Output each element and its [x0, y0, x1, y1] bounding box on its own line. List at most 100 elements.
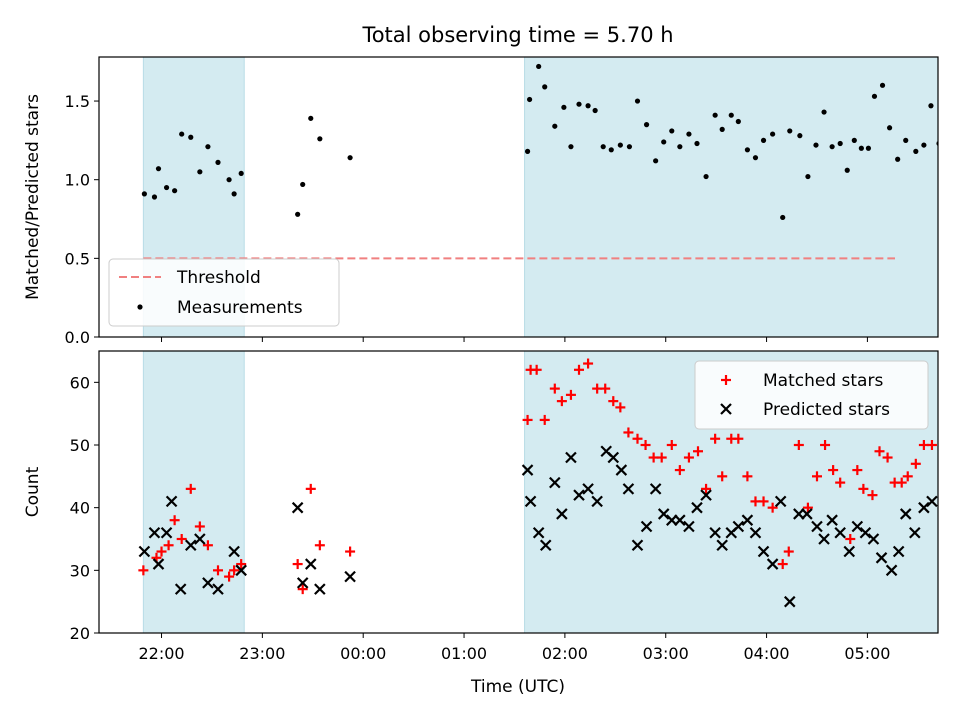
bottom-matched-stars-point: [169, 515, 180, 526]
bottom-y-tick-label: 20: [70, 624, 90, 643]
top-plot-area: [141, 57, 938, 337]
top-measurements-point: [542, 84, 548, 90]
bottom-matched-stars-point: [297, 584, 308, 595]
chart-title: Total observing time = 5.70 h: [361, 23, 673, 47]
top-measurements-point: [770, 131, 776, 137]
bottom-matched-stars-point: [742, 471, 753, 482]
top-measurements-point: [634, 98, 641, 104]
bottom-predicted-stars-point: [631, 539, 644, 552]
bottom-matched-stars-point: [717, 471, 728, 482]
top-measurements-point: [829, 144, 835, 150]
bottom-matched-stars-point: [858, 483, 869, 494]
bottom-predicted-stars-point: [532, 526, 545, 539]
top-measurements-point: [347, 155, 353, 161]
bottom-matched-stars-point: [539, 414, 550, 425]
x-tick-label: 02:00: [542, 644, 588, 663]
top-measurements-point: [226, 177, 232, 183]
bottom-predicted-stars-point: [582, 483, 594, 495]
bottom-matched-stars-point: [845, 534, 856, 544]
legend-box: [694, 360, 929, 430]
legend-measurements-label: Measurements: [177, 298, 303, 318]
bottom-matched-stars-point: [623, 427, 634, 438]
top-measurements-point: [903, 137, 909, 143]
top-measurements-point: [787, 128, 793, 134]
bottom-y-tick-label: 60: [70, 373, 90, 392]
bottom-matched-stars-point: [867, 490, 878, 501]
bottom-predicted-stars-point: [674, 514, 686, 526]
bottom-predicted-stars-point: [524, 495, 537, 508]
bottom-predicted-stars-point: [749, 526, 762, 539]
bottom-matched-stars-point: [701, 483, 712, 494]
top-measurements-point: [317, 136, 323, 142]
bottom-predicted-stars-point: [818, 533, 830, 545]
top-measurements-point: [626, 144, 633, 150]
bottom-predicted-stars-point: [899, 508, 912, 520]
bottom-matched-stars-point: [828, 465, 839, 476]
bottom-matched-stars-point: [758, 496, 769, 507]
top-measurements-point: [760, 137, 767, 143]
bottom-predicted-stars-point: [174, 583, 187, 595]
bottom-y-axis-label: Count: [23, 466, 43, 517]
top-measurements-point: [188, 134, 194, 140]
bottom-matched-stars-point: [305, 483, 316, 494]
top-measurements-point: [805, 173, 811, 180]
bottom-predicted-stars-point: [649, 483, 662, 495]
bottom-predicted-stars-point: [732, 520, 745, 533]
top-measurements-point: [231, 191, 237, 197]
bottom-predicted-stars-point: [892, 545, 905, 558]
top-measurements-point: [151, 194, 158, 200]
bottom-matched-stars-point: [640, 440, 651, 450]
bottom-matched-stars-point: [783, 546, 794, 557]
top-measurements-point: [163, 184, 170, 191]
bottom-matched-stars-point: [656, 452, 667, 463]
bottom-predicted-stars-point: [212, 583, 224, 595]
bottom-predicted-stars-point: [184, 539, 197, 552]
bottom-matched-stars-point: [583, 358, 594, 369]
top-measurements-point: [735, 118, 741, 125]
bottom-predicted-stars-point: [875, 552, 888, 564]
bottom-predicted-stars-point: [691, 501, 703, 514]
bottom-predicted-stars-point: [165, 495, 178, 508]
bottom-y-tick-label: 50: [70, 436, 90, 455]
bottom-matched-stars-point: [608, 396, 619, 407]
bottom-predicted-stars-point: [138, 545, 151, 558]
x-axis-label: Time (UTC): [470, 677, 565, 697]
bottom-predicted-stars-point: [741, 514, 754, 526]
top-measurements-point: [643, 122, 650, 128]
top-measurements-point: [928, 103, 934, 109]
top-measurements-point: [536, 63, 542, 70]
bottom-legend: Matched stars Predicted stars: [694, 360, 929, 430]
bottom-matched-stars-point: [820, 440, 831, 450]
top-measurements-point: [813, 142, 819, 148]
bottom-matched-stars-point: [615, 402, 626, 413]
bottom-observing-window-0: [143, 351, 245, 633]
bottom-predicted-stars-point: [926, 495, 938, 508]
bottom-predicted-stars-point: [539, 539, 552, 552]
bottom-matched-stars-point: [194, 521, 205, 532]
bottom-predicted-stars-point: [304, 558, 317, 570]
bottom-matched-stars-point: [793, 440, 804, 450]
top-measurements-point: [686, 131, 692, 137]
bottom-matched-stars-point: [874, 446, 885, 457]
bottom-matched-stars-point: [896, 477, 907, 488]
bottom-matched-stars-point: [574, 364, 585, 375]
top-measurements-point: [179, 131, 185, 137]
top-y-tick-label: 1.5: [65, 92, 90, 111]
bottom-predicted-stars-point: [521, 464, 534, 476]
bottom-predicted-stars-point: [228, 545, 240, 558]
bottom-predicted-stars-point: [565, 451, 577, 464]
top-measurements-point: [568, 144, 574, 150]
bottom-matched-stars-point: [522, 414, 533, 425]
bottom-predicted-stars-point: [774, 495, 787, 508]
bottom-predicted-stars-point: [607, 451, 620, 464]
top-measurements-point: [752, 155, 759, 161]
top-measurements-point: [921, 142, 927, 148]
legend-predicted-swatch: [720, 403, 732, 415]
bottom-predicted-stars-point: [573, 489, 585, 501]
top-measurements-point: [653, 158, 659, 164]
bottom-matched-stars-point: [811, 471, 822, 482]
top-measurements-point: [238, 170, 244, 177]
bottom-matched-stars-point: [777, 559, 788, 570]
bottom-matched-stars-point: [314, 540, 325, 551]
